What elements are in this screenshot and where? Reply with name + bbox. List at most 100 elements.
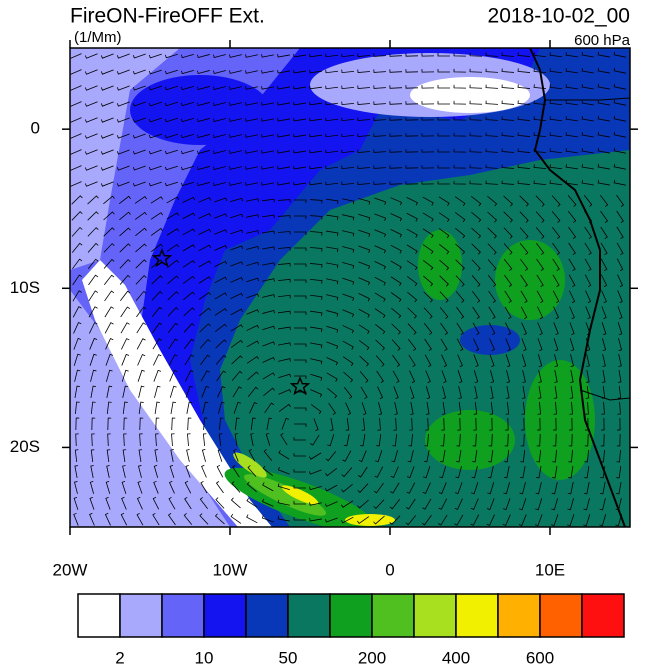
wind-barb	[107, 417, 112, 431]
wind-barb	[585, 290, 592, 304]
wind-barb	[343, 371, 354, 383]
wind-barb	[181, 149, 194, 155]
wind-barb	[581, 68, 594, 74]
wind-barb	[261, 118, 274, 122]
wind-barb	[617, 417, 621, 431]
wind-barb	[232, 386, 242, 398]
wind-barb	[168, 496, 176, 510]
wind-barb	[229, 150, 242, 154]
wind-barb	[553, 401, 557, 415]
wind-barb	[441, 417, 445, 431]
wind-barb	[148, 181, 162, 187]
wind-barb	[565, 148, 578, 154]
wind-barb	[326, 357, 338, 366]
wind-barb	[182, 275, 195, 284]
wind-barb	[390, 482, 400, 494]
wind-barb	[474, 386, 478, 399]
wind-barb	[116, 85, 130, 91]
wind-barb	[213, 70, 226, 74]
wind-barb	[438, 498, 448, 510]
wind-barb	[454, 196, 466, 207]
wind-barb	[390, 276, 402, 286]
wind-barb	[326, 246, 339, 253]
wind-barb	[266, 417, 273, 430]
wind-barb	[294, 279, 307, 283]
wind-barb	[501, 148, 515, 153]
wind-barb	[389, 181, 403, 185]
wind-barb	[455, 243, 466, 255]
wind-barb	[454, 482, 463, 495]
wind-barb	[617, 306, 623, 320]
wind-barb	[120, 306, 131, 318]
wind-barb	[278, 310, 291, 315]
wind-barb	[200, 354, 211, 366]
wind-barb	[504, 290, 512, 304]
wind-barb	[568, 466, 574, 479]
wind-barb	[520, 274, 528, 287]
wind-barb	[597, 51, 610, 58]
wind-barb	[390, 260, 402, 270]
wind-barb	[246, 198, 259, 202]
wind-barb	[137, 480, 143, 494]
wind-barb	[167, 259, 179, 268]
wind-barb	[533, 68, 547, 74]
wind-barb	[485, 132, 499, 137]
wind-barb	[167, 322, 179, 333]
wind-barb	[330, 418, 334, 431]
wind-barb	[341, 117, 355, 122]
wind-barb	[326, 262, 339, 269]
wind-barb	[616, 449, 621, 463]
wind-barb	[469, 132, 483, 137]
wind-barb	[360, 386, 368, 400]
wind-barb	[393, 417, 397, 431]
wind-barb	[373, 53, 387, 57]
wind-barb	[248, 448, 256, 462]
title: FireON-FireOFF Ext.	[70, 5, 265, 28]
wind-barb	[263, 449, 273, 461]
wind-barb	[104, 290, 115, 302]
wind-barb	[294, 359, 307, 363]
wind-barb	[120, 512, 128, 526]
wind-barb	[229, 102, 242, 106]
wind-barb	[470, 514, 480, 526]
wind-barb	[186, 401, 193, 414]
wind-barb	[410, 402, 414, 415]
wind-barb	[181, 69, 194, 75]
wind-barb	[358, 293, 370, 302]
wind-barb	[358, 245, 371, 253]
wind-barb	[100, 101, 114, 107]
wind-barb	[120, 322, 130, 334]
wind-barb	[309, 85, 322, 90]
wind-barb	[390, 244, 402, 254]
wind-barb	[121, 496, 127, 510]
wind-barb	[170, 401, 177, 414]
wind-barb	[90, 385, 97, 398]
wind-barb	[216, 370, 227, 382]
wind-barb	[581, 180, 594, 186]
wind-barb	[89, 353, 97, 366]
wind-barb	[457, 402, 462, 415]
wind-barb	[374, 261, 386, 270]
wind-barb	[519, 498, 527, 511]
wind-barb	[214, 276, 228, 284]
wind-barb	[277, 86, 290, 90]
wind-barb	[155, 417, 160, 431]
wind-barb	[361, 402, 367, 416]
wind-barb	[166, 196, 180, 204]
wind-barb	[88, 306, 98, 318]
wind-barb	[520, 433, 525, 447]
wind-barb	[139, 433, 143, 447]
wind-barb	[438, 514, 448, 526]
wind-barb	[422, 244, 434, 255]
wind-barb	[132, 101, 146, 107]
wind-barb	[199, 323, 211, 333]
wind-barb	[261, 102, 274, 106]
wind-barb	[357, 499, 369, 509]
wind-barb	[293, 85, 306, 90]
wind-barb	[389, 117, 403, 121]
wind-barb	[154, 401, 160, 414]
wind-barb	[439, 450, 446, 463]
wind-barb	[613, 67, 626, 74]
wind-barb	[469, 148, 483, 153]
wind-barb	[261, 515, 274, 523]
